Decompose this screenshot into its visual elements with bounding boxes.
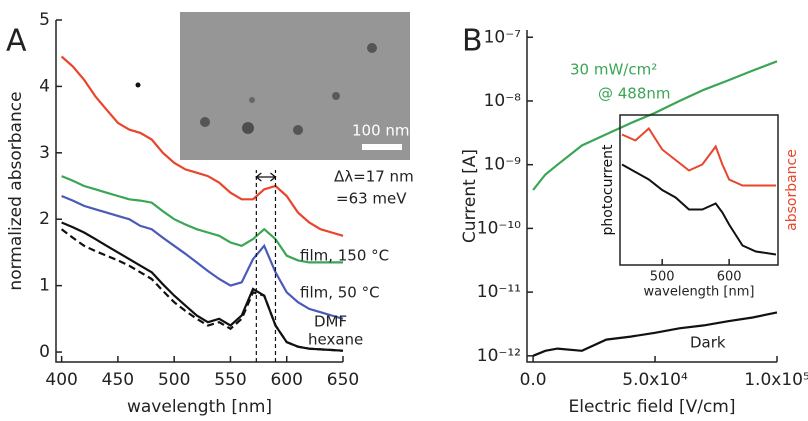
data-line bbox=[60, 228, 344, 352]
x-tick-label: 500 bbox=[650, 270, 675, 285]
data-line bbox=[61, 194, 344, 320]
tem-image bbox=[180, 12, 410, 160]
x-tick-label: 600 bbox=[717, 270, 742, 285]
y-tick-label: 3 bbox=[39, 143, 50, 163]
data-line bbox=[532, 311, 778, 357]
arrow bbox=[255, 172, 277, 182]
series-label: film, 50 °C bbox=[300, 284, 380, 302]
data-line bbox=[621, 163, 777, 256]
panel-label: A bbox=[6, 24, 27, 59]
y-tick-label: 10⁻¹² bbox=[477, 346, 521, 366]
x-tick-label: 1.0x10⁵ bbox=[744, 370, 808, 390]
x-axis-label: wavelength [nm] bbox=[127, 397, 272, 417]
y-tick-label: 1 bbox=[39, 276, 50, 296]
y-tick-label: 10⁻¹⁰ bbox=[477, 218, 521, 238]
x-axis-label: wavelength [nm] bbox=[644, 285, 755, 300]
x-tick-label: 500 bbox=[158, 370, 190, 390]
x-tick-label: 550 bbox=[214, 370, 246, 390]
y-axis-label: photocurrent bbox=[600, 144, 616, 235]
y-tick-label: 10⁻¹¹ bbox=[477, 282, 521, 302]
y-tick-label: 10⁻⁸ bbox=[484, 91, 522, 111]
x-tick-label: 5.0x10⁴ bbox=[622, 370, 688, 390]
data-line bbox=[60, 55, 344, 237]
y-tick-label: 0 bbox=[39, 342, 50, 362]
series-label: hexane bbox=[308, 331, 363, 349]
annotation: @ 488nm bbox=[598, 85, 671, 103]
axis-line bbox=[526, 30, 777, 363]
x-tick-label: 600 bbox=[270, 370, 302, 390]
data-line bbox=[621, 126, 776, 187]
series-label: DMF bbox=[314, 313, 347, 331]
x-tick-label: 400 bbox=[45, 370, 77, 390]
annotation: Δλ=17 nm bbox=[334, 168, 414, 186]
annotation: =63 meV bbox=[336, 190, 407, 208]
series-label: film, 150 °C bbox=[300, 247, 389, 265]
y-tick-label: 5 bbox=[39, 10, 50, 30]
x-tick-label: 650 bbox=[327, 370, 359, 390]
y2-axis-label: absorbance bbox=[784, 149, 800, 231]
y-tick-label: 10⁻⁹ bbox=[484, 155, 522, 175]
y-tick-label: 2 bbox=[39, 209, 50, 229]
axis-frame bbox=[619, 114, 779, 266]
panel-label: B bbox=[462, 24, 483, 59]
annotation: 100 nm bbox=[352, 122, 410, 140]
series-label: Dark bbox=[690, 334, 726, 352]
dot bbox=[135, 82, 141, 88]
x-axis-label: Electric field [V/cm] bbox=[568, 397, 735, 417]
x-tick-label: 450 bbox=[102, 370, 134, 390]
y-axis-label: normalized absorbance bbox=[6, 91, 26, 290]
data-line bbox=[532, 60, 778, 191]
y-tick-label: 4 bbox=[39, 76, 50, 96]
axis-line bbox=[55, 20, 343, 363]
data-line bbox=[61, 175, 343, 264]
series-label: 30 mW/cm² bbox=[570, 61, 657, 79]
y-tick-label: 10⁻⁷ bbox=[484, 27, 522, 47]
x-tick-label: 0.0 bbox=[520, 370, 547, 390]
y-axis-label: Current [A] bbox=[460, 149, 480, 243]
